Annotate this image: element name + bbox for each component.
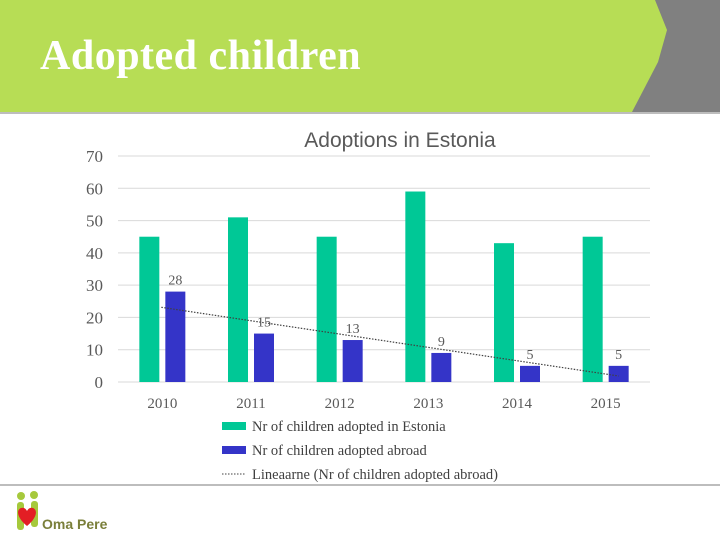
x-tick-label: 2011 — [236, 396, 265, 412]
bar-estonia — [316, 236, 337, 382]
bar-abroad — [165, 291, 186, 382]
x-tick-label: 2012 — [325, 396, 355, 412]
bar-abroad — [254, 333, 274, 382]
bars — [139, 191, 629, 382]
x-tick-label: 2015 — [591, 396, 621, 412]
x-tick-label: 2014 — [502, 396, 533, 412]
chart: Adoptions in Estonia 0 10 20 30 40 50 60 70 28 1… — [86, 129, 650, 483]
y-tick-label: 20 — [86, 308, 103, 327]
bar-abroad — [431, 352, 452, 382]
oma-pere-logo: Oma Pere — [12, 490, 122, 536]
y-tick-label: 60 — [86, 179, 103, 198]
data-label-abroad: 28 — [168, 274, 182, 289]
trendline — [161, 306, 619, 377]
bar-estonia — [228, 217, 248, 382]
bar-abroad — [608, 365, 629, 382]
data-labels: 28 15 13 9 5 5 — [168, 274, 622, 363]
header-banner: Adopted children — [0, 0, 720, 112]
data-label-abroad: 5 — [527, 348, 534, 363]
legend: Nr of children adopted in Estonia Nr of … — [222, 419, 498, 483]
x-tick-label: 2010 — [147, 396, 177, 412]
header-background — [0, 0, 720, 112]
header-divider — [0, 112, 720, 114]
legend-swatch-estonia — [222, 422, 246, 430]
legend-swatch-abroad — [222, 446, 246, 454]
y-tick-label: 50 — [86, 212, 103, 231]
x-axis-ticks: 2010 2011 2012 2013 2014 2015 — [147, 396, 620, 412]
legend-label-abroad: Nr of children adopted abroad — [252, 443, 427, 459]
y-axis-ticks: 0 10 20 30 40 50 60 70 — [86, 147, 103, 392]
bar-estonia — [405, 191, 426, 382]
slide-title: Adopted children — [40, 33, 362, 79]
legend-label-estonia: Nr of children adopted in Estonia — [252, 419, 446, 435]
legend-label-trendline: Lineaarne (Nr of children adopted abroad… — [252, 467, 498, 483]
chart-area: Adoptions in Estonia 0 10 20 30 40 50 60 70 28 1… — [0, 114, 720, 484]
bar-estonia — [139, 236, 160, 382]
data-label-abroad: 5 — [615, 348, 622, 363]
y-tick-label: 10 — [86, 341, 103, 360]
bar-abroad — [520, 365, 540, 382]
trendline-line — [161, 306, 619, 377]
bar-estonia — [582, 236, 603, 382]
header-green-band — [0, 0, 667, 112]
bar-estonia — [494, 243, 514, 382]
y-tick-label: 40 — [86, 244, 103, 263]
x-tick-label: 2013 — [413, 396, 443, 412]
chart-title: Adoptions in Estonia — [304, 129, 496, 152]
y-tick-label: 0 — [95, 373, 104, 392]
data-label-abroad: 15 — [257, 316, 271, 331]
footer-divider — [0, 484, 720, 486]
y-tick-label: 70 — [86, 147, 103, 166]
logo-figures-icon — [17, 491, 38, 530]
gridlines — [118, 155, 650, 383]
data-label-abroad: 13 — [346, 322, 360, 337]
bar-abroad — [342, 340, 363, 382]
logo-text: Oma Pere — [42, 516, 108, 532]
y-tick-label: 30 — [86, 276, 103, 295]
data-label-abroad: 9 — [438, 335, 445, 350]
